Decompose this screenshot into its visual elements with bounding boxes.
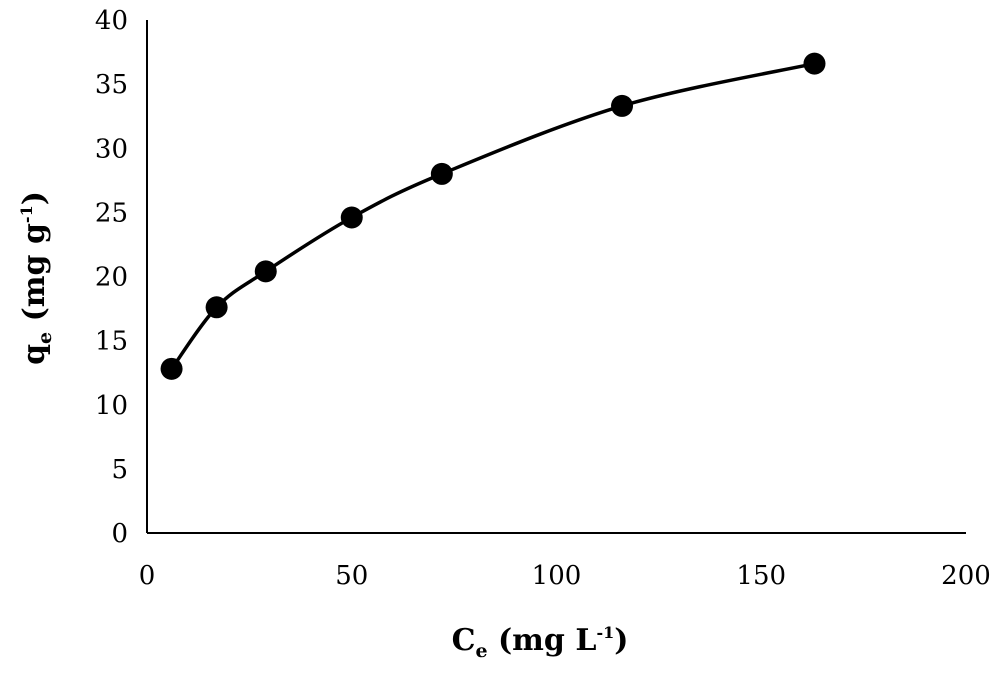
y-tick-label: 10 [95, 391, 128, 421]
x-tick-labels: 0 50 100 150 200 [139, 561, 991, 591]
y-axis-title-unit: (mg g [17, 223, 52, 332]
x-axis-title: Ce (mg L-1) [452, 623, 629, 662]
data-point [430, 162, 453, 185]
y-tick-label: 25 [95, 198, 128, 228]
y-axis-title-sub: e [34, 332, 56, 344]
data-point [611, 94, 634, 117]
x-tick-label: 200 [941, 561, 991, 591]
x-tick-label: 100 [532, 561, 582, 591]
y-tick-label: 0 [111, 519, 128, 549]
data-point [340, 206, 363, 229]
y-tick-label: 5 [111, 455, 128, 485]
axes [146, 20, 966, 534]
data-point [205, 296, 228, 319]
y-tick-labels: 0 5 10 15 20 25 30 35 40 [95, 6, 128, 549]
data-point [254, 260, 277, 283]
y-tick-label: 20 [95, 263, 128, 293]
y-axis-title-sup: -1 [17, 205, 36, 223]
x-axis-title-unit: (mg L [488, 623, 597, 658]
y-tick-label: 30 [95, 134, 128, 164]
x-axis-title-sub: e [475, 640, 487, 662]
y-tick-label: 40 [95, 6, 128, 36]
data-point [803, 52, 826, 75]
x-axis-title-main: C [452, 623, 476, 658]
y-axis-title-main: q [17, 344, 52, 365]
x-tick-label: 0 [139, 561, 156, 591]
x-tick-label: 50 [335, 561, 368, 591]
data-points [160, 52, 826, 380]
y-axis-title: qe (mg g-1) [17, 191, 56, 365]
x-axis-title-sup: -1 [596, 623, 614, 642]
y-tick-label: 15 [95, 327, 128, 357]
y-axis-title-close: ) [17, 191, 52, 205]
x-tick-label: 150 [736, 561, 786, 591]
x-axis-title-close: ) [614, 623, 628, 658]
data-point [160, 357, 183, 380]
fit-curve [170, 61, 815, 370]
y-tick-label: 35 [95, 70, 128, 100]
